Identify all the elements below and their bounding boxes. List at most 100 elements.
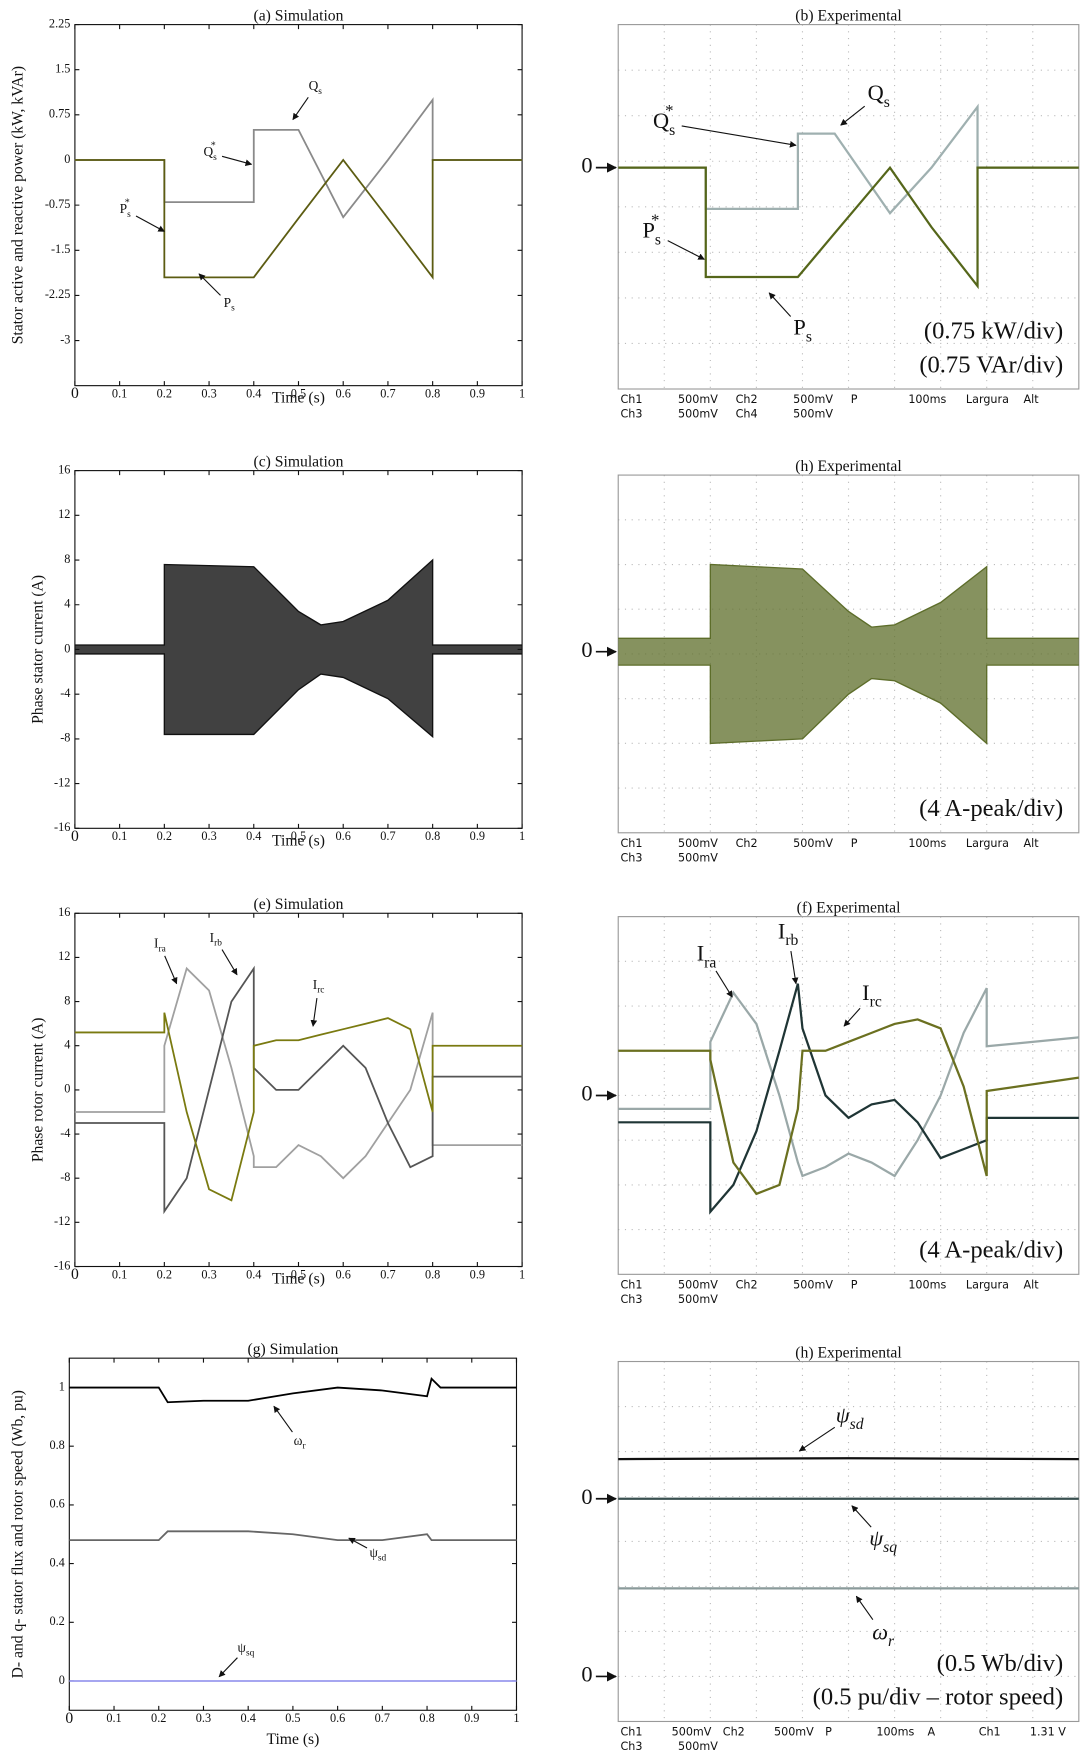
x-tick-label: 0.3: [196, 1711, 211, 1725]
x-tick-label: 0.6: [336, 829, 351, 843]
y-tick-label: 0: [64, 1082, 70, 1096]
y-tick-label: 0: [59, 1673, 65, 1687]
scope-status: 500mV: [672, 1726, 712, 1739]
chart-title: (a) Simulation: [254, 7, 344, 24]
scope-status: 100ms: [908, 393, 946, 406]
chart-title: (e) Simulation: [254, 896, 344, 913]
y-tick-label: -0.75: [45, 197, 71, 211]
x-axis-label: Time (s): [272, 390, 325, 407]
y-tick-label: 12: [58, 949, 70, 963]
scope-status: A: [928, 1726, 936, 1739]
x-tick-label: 0.4: [246, 386, 261, 400]
scale-note: (4 A-peak/div): [919, 795, 1063, 822]
y-tick-label: 0.8: [49, 1438, 64, 1452]
scope-status: Ch3: [620, 851, 642, 864]
scope-status: Ch2: [736, 393, 758, 406]
x-tick-label: 0.9: [470, 829, 485, 843]
scope-status: Largura: [966, 837, 1009, 850]
x-tick-label: 0.6: [336, 1267, 351, 1281]
x-tick-label: 0.5: [285, 1711, 300, 1725]
y-axis-label: D- and q- stator flux and rotor speed (W…: [10, 1390, 27, 1678]
x-axis-label: Time (s): [272, 1271, 325, 1288]
scope-status: 500mV: [678, 1740, 718, 1753]
y-tick-label: 0.6: [49, 1497, 64, 1511]
annotation-sub: rc: [870, 993, 882, 1010]
annotation-text: ω: [294, 1433, 303, 1448]
y-tick-label: 4: [64, 1038, 70, 1052]
y-axis-label: Phase rotor current (A): [30, 1018, 47, 1163]
scale-note: (0.75 kW/div): [924, 318, 1063, 345]
scope-status: P: [851, 1279, 858, 1292]
scope-status: 500mV: [678, 837, 718, 850]
annotation-sub: sq: [883, 1539, 897, 1556]
annotation-text: ψ: [836, 1403, 851, 1428]
scope-status: 1.31 V: [1030, 1726, 1066, 1739]
scale-note: (0.5 pu/div – rotor speed): [813, 1684, 1064, 1711]
y-tick-label: 4: [64, 597, 70, 611]
scope-status: 100ms: [876, 1726, 914, 1739]
annotation-text: P: [224, 295, 231, 310]
scope-status: P: [851, 837, 858, 850]
scope-status: Ch3: [620, 408, 642, 421]
y-tick-label: 16: [58, 905, 70, 919]
x-axis-label: Time (s): [266, 1731, 319, 1748]
scope-status: Ch1: [620, 837, 642, 850]
x-tick-label: 1: [519, 829, 525, 843]
scope-status: Ch3: [620, 1740, 642, 1753]
scope-status: Ch4: [736, 408, 758, 421]
x-tick-label: 0.9: [470, 1267, 485, 1281]
x-tick-label: 1: [519, 386, 525, 400]
scope-status: 100ms: [908, 837, 946, 850]
annotation-sub: r: [888, 1633, 895, 1650]
scope-status: 100ms: [908, 1279, 946, 1292]
scope-status: Ch2: [736, 837, 758, 850]
zero-marker-label: 0: [581, 1484, 592, 1509]
chart-title: (g) Simulation: [248, 1341, 339, 1358]
x-tick-label: 0.7: [375, 1711, 390, 1725]
chart-title: (c) Simulation: [254, 453, 344, 470]
y-tick-label: -2.25: [45, 287, 71, 301]
y-tick-label: -12: [54, 775, 70, 789]
x-tick-label: 0.9: [470, 386, 485, 400]
y-tick-label: 8: [64, 993, 70, 1007]
y-tick-label: 16: [58, 462, 70, 476]
annotation-sup: *: [211, 141, 216, 152]
scope-status: 500mV: [678, 1293, 718, 1306]
annotation-sub: s: [231, 304, 235, 314]
scope-status: 500mV: [678, 408, 718, 421]
scope-status: Largura: [966, 393, 1009, 406]
x-tick-label: 0.1: [112, 1267, 127, 1281]
scope-status: Alt: [1023, 393, 1039, 406]
scope-status: Ch2: [736, 1279, 758, 1292]
scope-status: 500mV: [678, 1279, 718, 1292]
y-tick-label: 0.2: [49, 1614, 64, 1628]
y-tick-label: 0: [64, 641, 70, 655]
x-tick-label: 0.2: [157, 1267, 172, 1281]
annotation-text: ω: [872, 1619, 888, 1644]
scope-status: 500mV: [793, 408, 833, 421]
scope-status: 500mV: [793, 393, 833, 406]
y-tick-label: -16: [54, 820, 70, 834]
chart-title: (f) Experimental: [797, 899, 901, 916]
x-tick-label: 0.7: [380, 829, 395, 843]
y-tick-label: -1.5: [51, 242, 70, 256]
annotation-text: P: [793, 315, 805, 340]
x-tick-label: 0.1: [112, 386, 127, 400]
x-tick-label: 0.4: [246, 829, 261, 843]
annotation-text: ψ: [869, 1526, 884, 1551]
scope-status: 500mV: [793, 1279, 833, 1292]
y-tick-label: 12: [58, 507, 70, 521]
annotation-text: Q: [868, 80, 884, 105]
y-tick-label: 0.4: [49, 1555, 64, 1569]
annotation-sub: ra: [158, 944, 166, 954]
scale-note: (4 A-peak/div): [919, 1237, 1063, 1264]
y-tick-label: 8: [64, 552, 70, 566]
x-axis-label: Time (s): [272, 832, 325, 849]
annotation-sub: s: [655, 231, 661, 248]
scope-status: Ch2: [723, 1726, 745, 1739]
x-tick-label: 0.4: [241, 1711, 256, 1725]
annotation-text: I: [697, 941, 704, 966]
annotation-sub: rb: [214, 939, 222, 949]
x-tick-label: 0.7: [380, 1267, 395, 1281]
annotation-sup: *: [651, 210, 659, 229]
